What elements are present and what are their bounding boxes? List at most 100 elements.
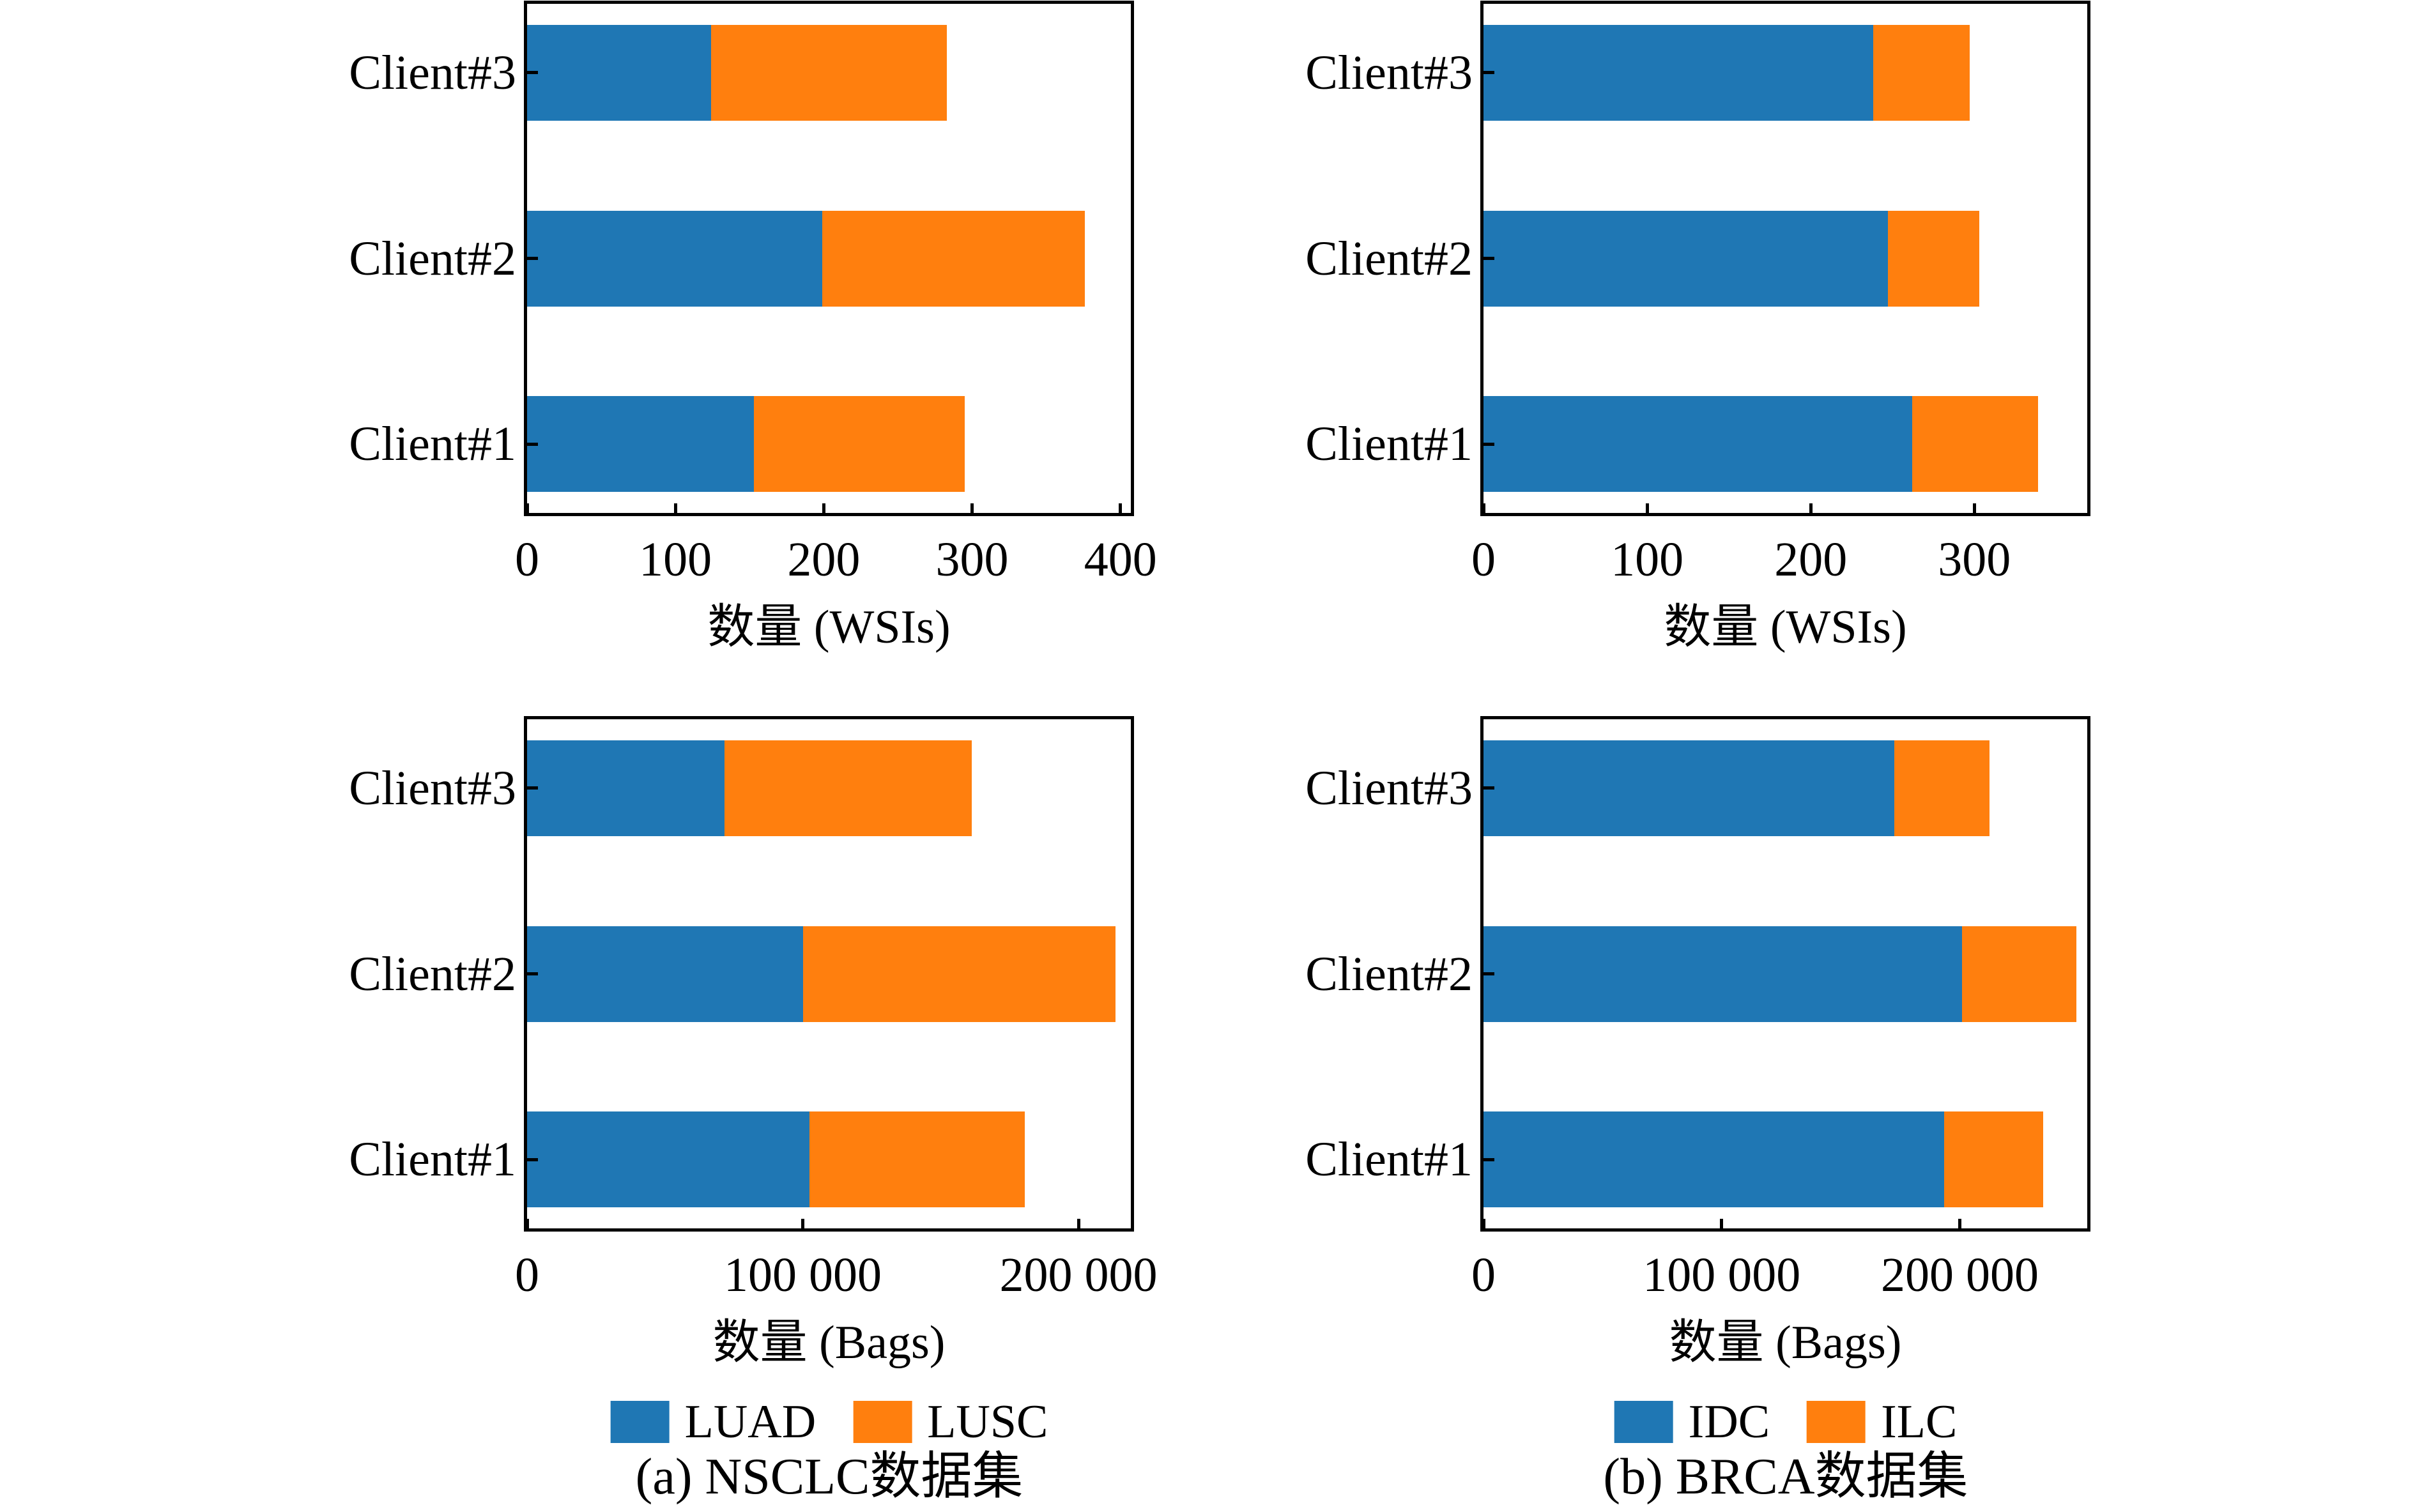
y-tick-mark [1483, 71, 1494, 75]
chart-nsclc-wsis [524, 1, 1134, 516]
y-axis-label: Client#3 [349, 45, 516, 100]
y-tick-mark [1483, 257, 1494, 260]
legend-swatch-lusc [853, 1401, 912, 1443]
x-tick-mark [970, 503, 974, 513]
x-tick-label: 0 [515, 533, 539, 586]
y-axis-label: Client#1 [1305, 417, 1473, 471]
x-axis-title-nsclc-wsis: 数量 (WSIs) [707, 601, 951, 653]
chart-nsclc-bags [524, 716, 1134, 1232]
y-tick-mark [527, 442, 538, 446]
legend-nsclc: LUAD LUSC [610, 1396, 1048, 1448]
bar-segment-nsclc-bags-client1-luad [527, 1111, 810, 1208]
legend-item-lusc: LUSC [853, 1396, 1048, 1447]
x-tick-label: 0 [1471, 1248, 1496, 1302]
x-tick-mark [1119, 503, 1123, 513]
x-tick-label: 100 [639, 533, 712, 586]
bar-segment-nsclc-bags-client1-lusc [809, 1111, 1025, 1208]
bar-segment-nsclc-wsis-client3-luad [527, 24, 711, 121]
y-axis-label: Client#2 [349, 231, 516, 286]
x-tick-label: 0 [515, 1248, 539, 1302]
x-axis-title-brca-wsis: 数量 (WSIs) [1664, 601, 1907, 653]
x-tick-mark [525, 1219, 529, 1228]
y-tick-mark [527, 786, 538, 790]
bar-segment-nsclc-wsis-client1-luad [527, 396, 755, 493]
plot-area-brca-bags [1480, 716, 2090, 1232]
chart-brca-bags [1480, 716, 2090, 1232]
legend-label-idc: IDC [1688, 1396, 1770, 1448]
legend-label-ilc: ILC [1881, 1396, 1958, 1448]
legend-brca: IDC ILC [1614, 1396, 1957, 1447]
legend-label-luad: LUAD [684, 1396, 816, 1448]
y-tick-mark [1483, 442, 1494, 446]
bar-segment-nsclc-bags-client3-luad [527, 740, 724, 836]
x-tick-label: 200 000 [1881, 1248, 2039, 1302]
legend-swatch-luad [610, 1401, 670, 1443]
legend-label-lusc: LUSC [927, 1396, 1048, 1448]
y-tick-mark [1483, 786, 1494, 790]
y-axis-label: Client#2 [1305, 231, 1473, 286]
chart-brca-wsis [1480, 1, 2090, 516]
y-axis-label: Client#2 [1305, 947, 1473, 1001]
bar-segment-brca-bags-client3-ilc [1894, 740, 1990, 836]
plot-area-nsclc-bags [524, 716, 1134, 1232]
y-tick-mark [1483, 1157, 1494, 1161]
y-tick-mark [527, 972, 538, 975]
x-tick-mark [1482, 503, 1485, 513]
bar-segment-nsclc-wsis-client2-luad [527, 210, 823, 307]
bar-segment-brca-wsis-client3-idc [1483, 24, 1873, 121]
y-tick-mark [527, 1157, 538, 1161]
x-tick-mark [822, 503, 825, 513]
x-tick-label: 300 [935, 533, 1009, 586]
x-tick-label: 100 [1611, 533, 1684, 586]
x-tick-label: 100 000 [1643, 1248, 1801, 1302]
bar-segment-nsclc-bags-client2-luad [527, 926, 804, 1022]
bar-segment-brca-wsis-client2-idc [1483, 210, 1888, 307]
x-axis-title-brca-bags: 数量 (Bags) [1669, 1317, 1902, 1369]
y-axis-label: Client#1 [349, 417, 516, 471]
bar-segment-nsclc-wsis-client1-lusc [754, 396, 965, 493]
x-tick-label: 200 000 [999, 1248, 1158, 1302]
x-tick-label: 200 [1774, 533, 1848, 586]
y-tick-mark [1483, 972, 1494, 975]
x-tick-label: 400 [1084, 533, 1157, 586]
y-axis-label: Client#3 [349, 761, 516, 815]
bar-segment-brca-wsis-client1-ilc [1912, 396, 2039, 493]
bar-segment-brca-bags-client2-ilc [1962, 926, 2077, 1022]
x-tick-label: 0 [1471, 533, 1496, 586]
bar-segment-nsclc-bags-client3-lusc [724, 740, 972, 836]
x-tick-label: 200 [787, 533, 861, 586]
bar-segment-brca-wsis-client2-ilc [1887, 210, 1979, 307]
bar-segment-brca-bags-client1-idc [1483, 1111, 1944, 1208]
y-axis-label: Client#2 [349, 947, 516, 1001]
y-axis-label: Client#3 [1305, 761, 1473, 815]
bar-segment-nsclc-bags-client2-lusc [803, 926, 1116, 1022]
y-axis-label: Client#1 [349, 1133, 516, 1187]
y-tick-mark [527, 71, 538, 75]
x-tick-mark [1077, 1219, 1080, 1228]
legend-swatch-idc [1614, 1401, 1673, 1443]
plot-area-brca-wsis [1480, 1, 2090, 516]
bar-segment-brca-bags-client3-idc [1483, 740, 1895, 836]
x-tick-mark [1482, 1219, 1485, 1228]
legend-item-ilc: ILC [1807, 1396, 1957, 1447]
x-tick-mark [1958, 1219, 1962, 1228]
x-axis-title-nsclc-bags: 数量 (Bags) [712, 1317, 946, 1369]
y-tick-mark [527, 257, 538, 260]
bar-segment-nsclc-wsis-client2-lusc [822, 210, 1085, 307]
bar-segment-brca-wsis-client1-idc [1483, 396, 1912, 493]
x-tick-mark [1645, 503, 1649, 513]
x-tick-label: 300 [1938, 533, 2011, 586]
legend-item-luad: LUAD [610, 1396, 816, 1448]
y-axis-label: Client#3 [1305, 45, 1473, 100]
bar-segment-brca-wsis-client3-ilc [1873, 24, 1970, 121]
bar-segment-nsclc-wsis-client3-lusc [710, 24, 947, 121]
legend-swatch-ilc [1807, 1401, 1866, 1443]
x-tick-mark [1720, 1219, 1724, 1228]
legend-item-idc: IDC [1614, 1396, 1770, 1447]
bar-segment-brca-bags-client1-ilc [1943, 1111, 2044, 1208]
x-tick-mark [525, 503, 529, 513]
bar-segment-brca-bags-client2-idc [1483, 926, 1963, 1022]
y-axis-label: Client#1 [1305, 1133, 1473, 1187]
x-tick-mark [1809, 503, 1813, 513]
